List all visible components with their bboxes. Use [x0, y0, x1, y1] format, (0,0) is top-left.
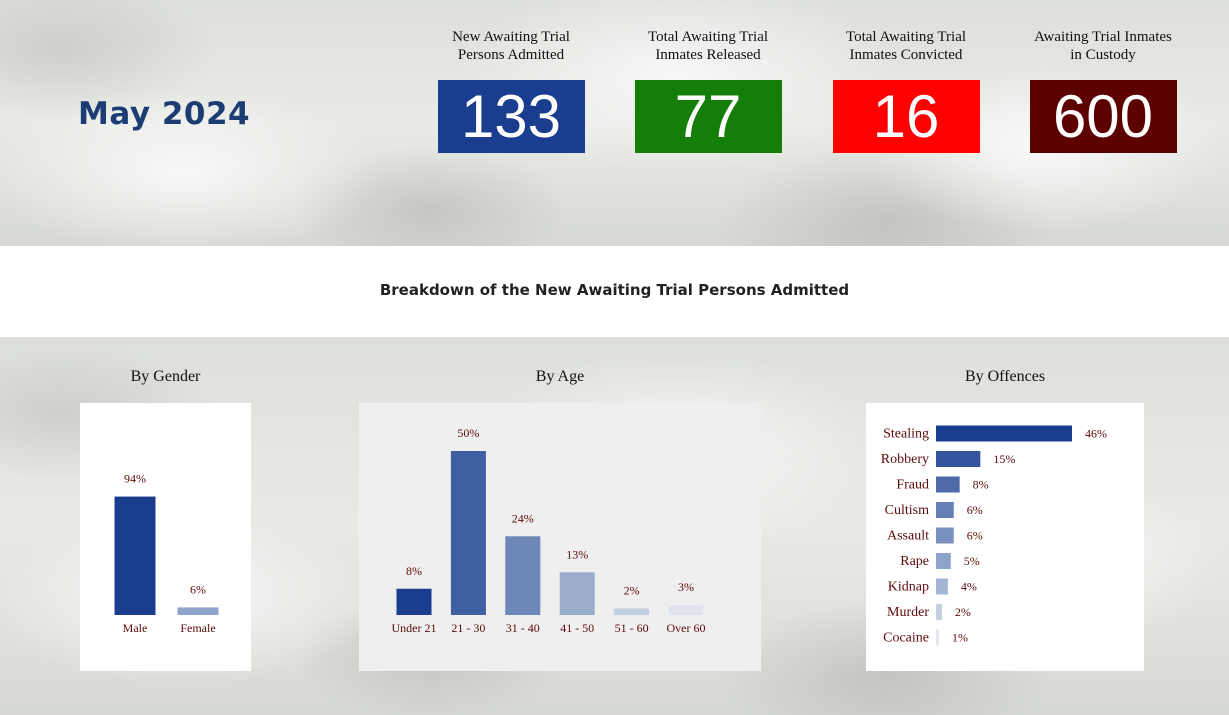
- age-chart-title: By Age: [535, 368, 585, 385]
- kpi-label-line2: Inmates Convicted: [849, 47, 963, 63]
- data-label: 13%: [566, 547, 588, 561]
- category-label: Over 60: [667, 621, 706, 635]
- category-label: Male: [123, 621, 148, 635]
- kpi-label-line1: Awaiting Trial Inmates: [1034, 29, 1172, 45]
- category-label: 41 - 50: [560, 621, 594, 635]
- bar-31-40: [505, 536, 541, 615]
- category-label: Murder: [887, 605, 929, 620]
- data-label: 6%: [967, 529, 983, 543]
- kpi-label-line1: Total Awaiting Trial: [845, 29, 967, 45]
- category-label: 51 - 60: [615, 621, 649, 635]
- data-label: 6%: [967, 503, 983, 517]
- gender-chart-title: By Gender: [130, 368, 201, 385]
- kpi-value-box: 16: [832, 80, 980, 153]
- age-bar-chart: 8% Under 21 50% 21 - 30 24% 31 - 40 13% 41 - 50…: [392, 426, 706, 635]
- gender-chart-panel: 94% Male 6% Female: [80, 403, 251, 671]
- bar-kidnap: [936, 578, 948, 595]
- age-chart-panel: 8% Under 21 50% 21 - 30 24% 31 - 40 13% 41 - 50…: [359, 403, 761, 671]
- kpi-value-box: 133: [437, 80, 585, 153]
- category-label: Female: [180, 621, 215, 635]
- kpi-released: Total Awaiting Trial Inmates Released 77: [623, 28, 793, 153]
- bar-murder: [936, 604, 942, 620]
- kpi-value-box: 600: [1029, 80, 1177, 153]
- bar-female: [177, 607, 219, 615]
- kpi-label: Awaiting Trial Inmates in Custody: [1018, 28, 1188, 68]
- kpi-label-line1: Total Awaiting Trial: [647, 29, 769, 45]
- kpi-convicted: Total Awaiting Trial Inmates Convicted 16: [821, 28, 991, 153]
- offence-bar-chart: Stealing 46% Robbery 15% Fraud 8% Cultism 6% Ass…: [881, 425, 1107, 646]
- kpi-label: Total Awaiting Trial Inmates Convicted: [821, 28, 991, 68]
- kpi-label: Total Awaiting Trial Inmates Released: [623, 28, 793, 68]
- category-label: Robbery: [881, 452, 929, 467]
- kpi-label-line2: in Custody: [1070, 47, 1136, 63]
- bar-21-30: [450, 451, 486, 615]
- data-label: 8%: [406, 564, 422, 578]
- kpi-label-line2: Persons Admitted: [457, 47, 565, 63]
- kpi-label-line1: New Awaiting Trial: [452, 29, 570, 45]
- bar-cocaine: [936, 629, 939, 646]
- category-label: 21 - 30: [451, 621, 485, 635]
- data-label: 94%: [124, 472, 146, 486]
- kpi-in-custody: Awaiting Trial Inmates in Custody 600: [1018, 28, 1188, 153]
- offence-chart-title: By Offences: [964, 368, 1046, 385]
- data-label: 15%: [993, 452, 1015, 466]
- data-label: 50%: [457, 426, 479, 440]
- data-label: 4%: [961, 580, 977, 594]
- category-label: Cocaine: [883, 631, 929, 646]
- bar-male: [114, 496, 156, 615]
- category-label: Kidnap: [888, 580, 929, 595]
- bar-41-50: [559, 572, 595, 615]
- kpi-value-box: 77: [634, 80, 782, 153]
- category-label: Assault: [887, 529, 929, 544]
- data-label: 6%: [190, 582, 206, 596]
- category-label: Rape: [900, 554, 929, 569]
- bar-51-60: [614, 608, 650, 615]
- gender-bar-chart: 94% Male 6% Female: [114, 472, 219, 635]
- kpi-label: New Awaiting Trial Persons Admitted: [426, 28, 596, 68]
- breakdown-banner: [0, 246, 1229, 337]
- data-label: 3%: [678, 580, 694, 594]
- category-label: Under 21: [392, 621, 437, 635]
- data-label: 2%: [624, 583, 640, 597]
- category-label: Cultism: [885, 503, 929, 518]
- header-background: [0, 0, 1229, 246]
- bar-under-21: [396, 588, 432, 615]
- bar-cultism: [936, 502, 954, 518]
- category-label: 31 - 40: [506, 621, 540, 635]
- kpi-new-admitted: New Awaiting Trial Persons Admitted 133: [426, 28, 596, 153]
- breakdown-title: Breakdown of the New Awaiting Trial Pers…: [379, 281, 850, 299]
- bar-stealing: [936, 425, 1072, 442]
- data-label: 5%: [964, 554, 980, 568]
- bar-assault: [936, 527, 954, 544]
- bar-over-60: [668, 605, 704, 615]
- data-label: 24%: [512, 511, 534, 525]
- bar-robbery: [936, 451, 981, 467]
- data-label: 46%: [1085, 427, 1107, 441]
- bar-rape: [936, 553, 951, 569]
- category-label: Fraud: [896, 478, 929, 493]
- kpi-label-line2: Inmates Released: [655, 47, 761, 63]
- data-label: 2%: [955, 605, 971, 619]
- data-label: 8%: [973, 478, 989, 492]
- bar-fraud: [936, 476, 960, 493]
- report-month: May 2024: [78, 96, 251, 132]
- data-label: 1%: [952, 631, 968, 645]
- offence-chart-panel: Stealing 46% Robbery 15% Fraud 8% Cultism 6% Ass…: [866, 403, 1144, 671]
- category-label: Stealing: [883, 427, 929, 442]
